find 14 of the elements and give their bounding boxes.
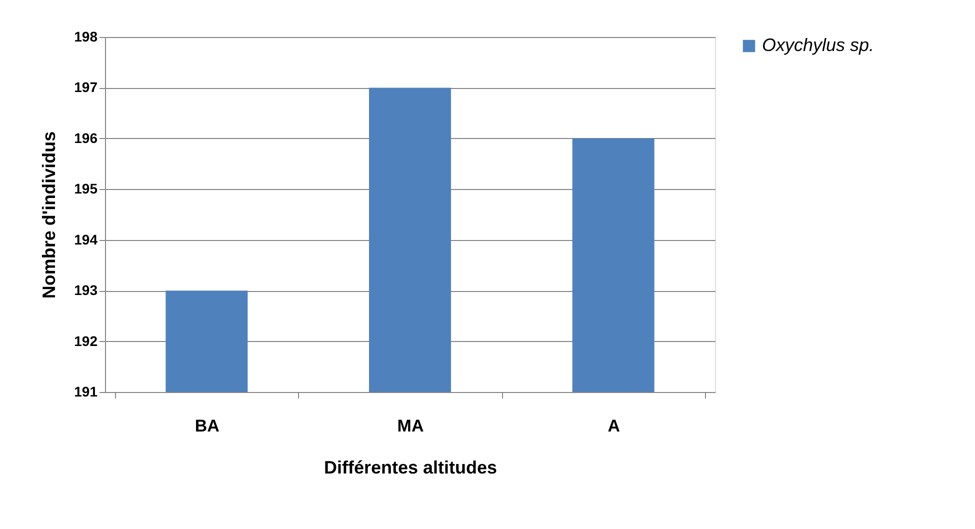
y-tick-label: 197: [74, 79, 98, 96]
x-axis-title: Différentes altitudes: [324, 458, 498, 478]
legend-label: Oxychylus sp.: [762, 35, 874, 55]
x-tick-label: MA: [397, 416, 424, 436]
y-tick-label: 193: [74, 282, 98, 298]
y-tick-label: 195: [74, 180, 98, 197]
y-tick-label: 191: [74, 384, 98, 400]
x-tick-label: BA: [194, 416, 220, 436]
y-tick-label: 192: [74, 332, 98, 349]
y-axis-title: Nombre d'individus: [39, 131, 60, 299]
x-tick-label: A: [608, 416, 620, 436]
y-tick-label: 194: [74, 231, 98, 248]
y-tick-label: 196: [74, 130, 98, 146]
y-tick-label: 198: [74, 28, 98, 44]
